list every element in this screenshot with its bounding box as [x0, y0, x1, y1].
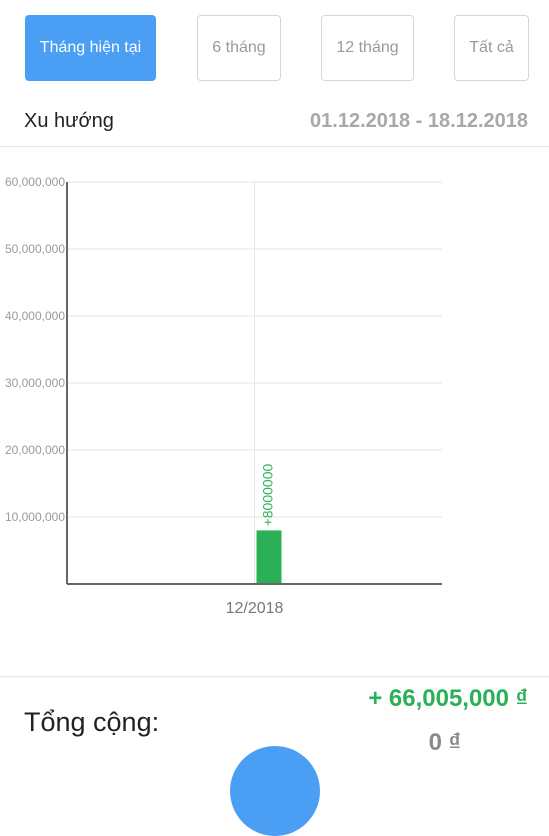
add-button[interactable] [230, 746, 320, 836]
trend-header: Xu hướng 01.12.2018 - 18.12.2018 [0, 100, 549, 147]
tab-current-month[interactable]: Tháng hiện tại [25, 15, 156, 81]
y-tick-label: 20,000,000 [5, 443, 65, 457]
total-expense: 0 ₫ [428, 729, 461, 756]
y-tick-label: 60,000,000 [5, 175, 65, 189]
total-label: Tổng cộng: [24, 707, 160, 737]
income-bar [256, 530, 282, 584]
tab-all[interactable]: Tất cả [454, 15, 529, 81]
y-tick-label: 10,000,000 [5, 510, 65, 524]
date-range: 01.12.2018 - 18.12.2018 [310, 110, 528, 132]
trend-chart: 10,000,000 20,000,000 30,000,000 40,000,000… [5, 175, 442, 617]
trend-label: Xu hướng [24, 110, 114, 132]
totals-panel: Tổng cộng: + 66,005,000 ₫ 0 ₫ [0, 676, 549, 765]
x-tick-label: 12/2018 [226, 600, 284, 617]
tab-6-months[interactable]: 6 tháng [197, 15, 281, 81]
y-tick-label: 50,000,000 [5, 242, 65, 256]
y-tick-label: 30,000,000 [5, 376, 65, 390]
y-tick-label: 40,000,000 [5, 309, 65, 323]
total-income: + 66,005,000 ₫ [368, 685, 528, 712]
income-data-label: +8000000 [260, 464, 276, 527]
tab-12-months[interactable]: 12 tháng [321, 15, 414, 81]
period-tabs: Tháng hiện tại 6 tháng 12 tháng Tất cả [0, 0, 549, 100]
